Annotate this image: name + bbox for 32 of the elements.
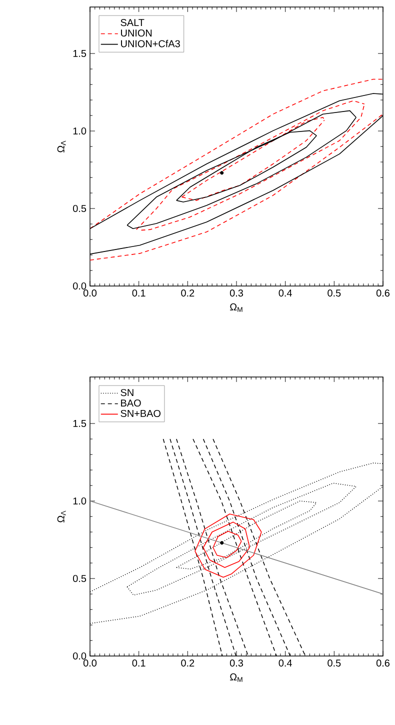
x-axis-title: Ω$_{M}$ (230, 303, 242, 312)
y-axis-title: Ω$_{Λ}$ (57, 140, 66, 152)
x-tick-label: 0.1 (132, 290, 146, 297)
legend-label: SN (120, 389, 134, 396)
y-axis-title: Ω$_{Λ}$ (57, 510, 66, 522)
y-tick-label: 1.0 (73, 497, 86, 505)
x-tick-label: 0.3 (230, 290, 243, 297)
y-tick-label: 1.0 (73, 127, 86, 135)
x-tick-label: 0.6 (376, 660, 390, 667)
y-tick-label: 1.5 (73, 50, 86, 57)
x-tick-label: 0.5 (328, 660, 341, 667)
legend-label: BAO (121, 400, 141, 407)
x-tick-label: 0.4 (278, 290, 292, 297)
y-tick-label: 0.0 (73, 652, 86, 660)
x-tick-label: 0.4 (278, 660, 292, 667)
x-tick-label: 0.0 (83, 290, 97, 297)
x-tick-label: 0.5 (328, 290, 341, 297)
x-tick-label: 0.0 (83, 660, 97, 667)
x-axis-title: Ω$_{M}$ (230, 673, 242, 682)
x-tick-label: 0.3 (230, 660, 243, 667)
y-tick-label: 0.5 (73, 574, 86, 582)
x-tick-label: 0.2 (181, 660, 194, 667)
legend-label: UNION+CfA3 (121, 40, 180, 48)
x-tick-label: 0.6 (376, 290, 390, 297)
y-tick-label: 1.5 (73, 420, 86, 427)
y-tick-label: 0.5 (73, 204, 86, 212)
legend-label: UNION (121, 30, 152, 37)
legend-title: SALT (120, 19, 144, 26)
legend-label: SN+BAO (120, 410, 161, 417)
x-tick-label: 0.1 (132, 660, 146, 667)
x-tick-label: 0.2 (181, 290, 194, 297)
y-tick-label: 0.0 (73, 282, 86, 290)
